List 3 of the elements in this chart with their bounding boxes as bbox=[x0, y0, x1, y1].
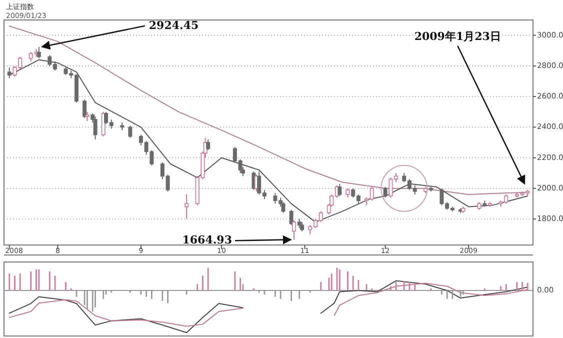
annotation: 2924.45 bbox=[148, 18, 199, 32]
annotation: 2009年1月23日 bbox=[414, 30, 501, 43]
annotation: 1664.93 bbox=[182, 234, 232, 247]
